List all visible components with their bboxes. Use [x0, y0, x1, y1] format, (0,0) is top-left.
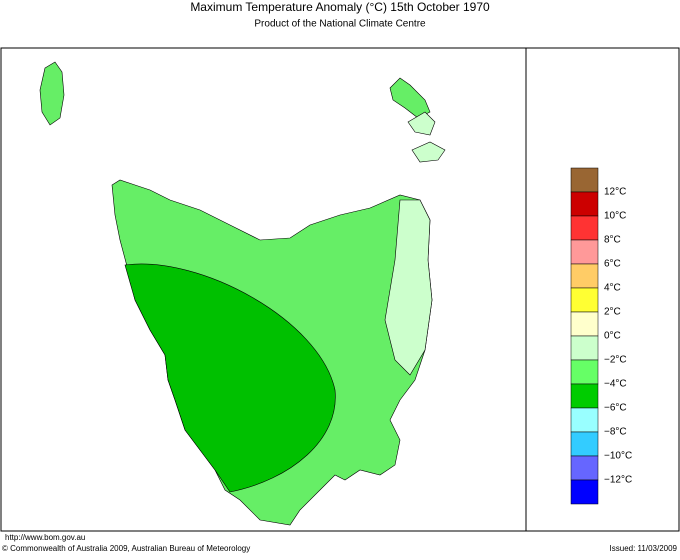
legend-swatch: [570, 263, 599, 289]
map: [39, 61, 446, 526]
copyright: © Commonwealth of Australia 2009, Austra…: [2, 544, 250, 553]
king-island: [39, 61, 65, 126]
legend-label: 0°C: [604, 331, 621, 342]
legend-label: −10°C: [604, 451, 632, 462]
subtitle: Product of the National Climate Centre: [254, 19, 426, 30]
legend-swatch: [570, 335, 599, 361]
legend-swatch: [570, 167, 599, 193]
legend-frame: [525, 47, 680, 532]
anomaly-minus-2: [384, 199, 433, 376]
legend-label: −8°C: [604, 427, 627, 438]
legend-swatch: [570, 407, 599, 433]
issued: Issued: 11/03/2009: [610, 544, 678, 553]
legend-swatch: [570, 215, 599, 241]
legend-label: −12°C: [604, 475, 632, 486]
legend-swatch: [570, 287, 599, 313]
legend-label: 10°C: [604, 211, 626, 222]
legend-label: −4°C: [604, 379, 627, 390]
anomaly-minus-4: [124, 263, 336, 493]
legend-swatch: [570, 359, 599, 385]
legend-label: −2°C: [604, 355, 627, 366]
legend-swatch: [570, 455, 599, 481]
small-islands: [411, 141, 446, 163]
legend-label: 12°C: [604, 187, 626, 198]
legend-label: 4°C: [604, 283, 621, 294]
legend-label: 8°C: [604, 235, 621, 246]
legend-swatch: [570, 191, 599, 217]
legend-swatch: [570, 383, 599, 409]
legend-swatch: [570, 311, 599, 337]
url: http://www.bom.gov.au: [5, 533, 85, 542]
legend-swatch: [570, 239, 599, 265]
legend: 12°C 10°C 8°C 6°C 4°C 2°C 0°C −2°C −4°C −6°C −8°C −…: [570, 167, 632, 505]
legend-swatch: [570, 479, 599, 505]
legend-label: −6°C: [604, 403, 627, 414]
legend-swatch: [570, 431, 599, 457]
title: Maximum Temperature Anomaly (°C) 15th Oc…: [190, 0, 490, 14]
legend-label: 2°C: [604, 307, 621, 318]
cape-barren-island: [407, 111, 436, 136]
flinders-island: [389, 77, 431, 119]
legend-label: 6°C: [604, 259, 621, 270]
